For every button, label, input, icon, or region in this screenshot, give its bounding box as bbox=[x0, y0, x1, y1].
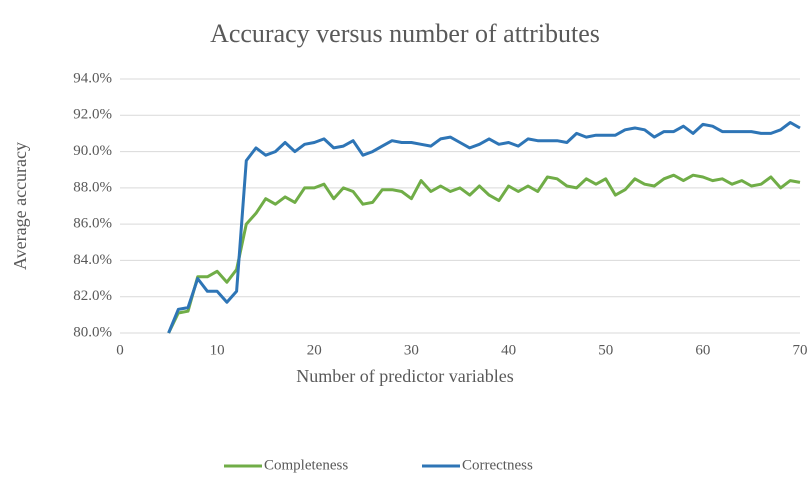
series-line bbox=[167, 121, 801, 334]
x-tick-label: 40 bbox=[501, 342, 516, 358]
y-tick-label: 94.0% bbox=[73, 70, 112, 86]
x-tick-label: 70 bbox=[793, 342, 808, 358]
legend-label: Completeness bbox=[264, 457, 348, 473]
x-tick-label: 50 bbox=[598, 342, 613, 358]
y-tick-label: 92.0% bbox=[73, 107, 112, 123]
x-tick-label: 20 bbox=[307, 342, 322, 358]
y-tick-label: 86.0% bbox=[73, 216, 112, 232]
y-axis-label: Average accuracy bbox=[10, 142, 30, 270]
chart-title: Accuracy versus number of attributes bbox=[210, 19, 600, 48]
y-tick-label: 90.0% bbox=[73, 143, 112, 159]
x-axis-label: Number of predictor variables bbox=[296, 366, 513, 386]
x-tick-label: 30 bbox=[404, 342, 419, 358]
x-tick-label: 60 bbox=[695, 342, 710, 358]
y-tick-label: 88.0% bbox=[73, 179, 112, 195]
x-tick-label: 10 bbox=[210, 342, 225, 358]
legend-label: Correctness bbox=[462, 457, 533, 473]
series-line bbox=[167, 173, 801, 334]
y-tick-label: 82.0% bbox=[73, 288, 112, 304]
x-tick-label: 0 bbox=[116, 342, 124, 358]
y-tick-label: 84.0% bbox=[73, 252, 112, 268]
y-tick-label: 80.0% bbox=[73, 324, 112, 340]
